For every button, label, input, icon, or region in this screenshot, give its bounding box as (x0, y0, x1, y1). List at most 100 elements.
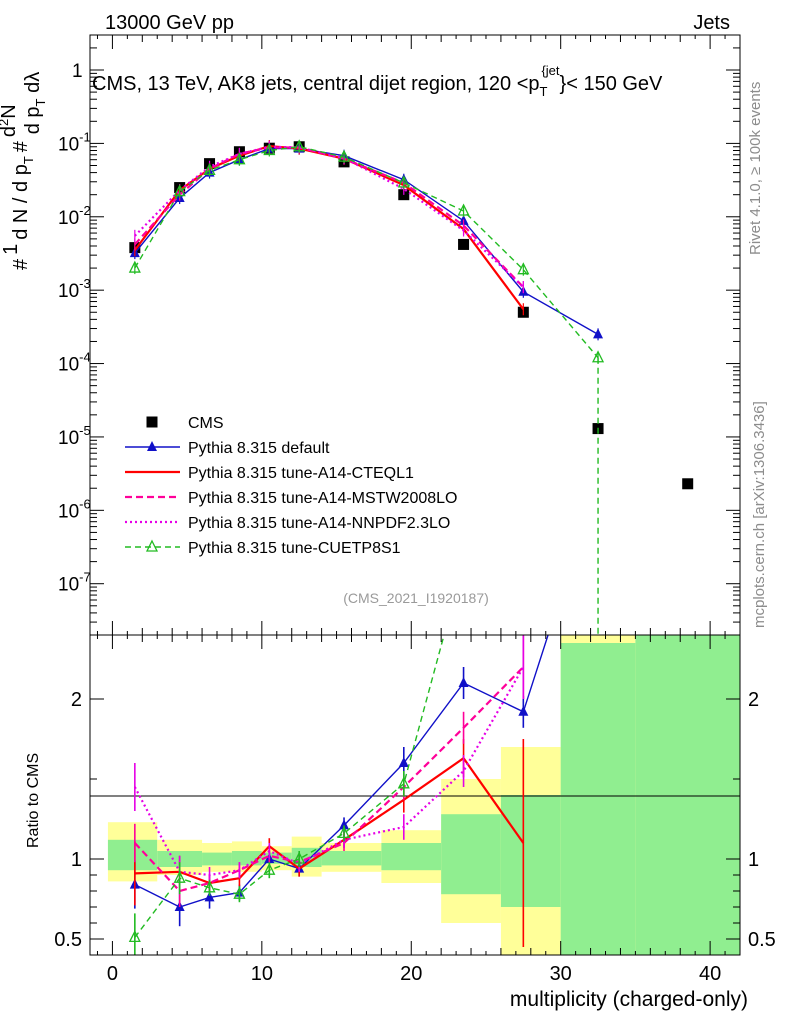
ylabel-hash-2: # (10, 140, 32, 152)
main-y-tick-base: 10 (58, 281, 79, 302)
main-y-tick-label: 10-3 (58, 276, 91, 302)
x-tick-label: 0 (107, 963, 118, 985)
cuetp8s1-point (293, 139, 306, 152)
series-cms (129, 141, 694, 490)
cuetp8s1-point (457, 203, 470, 216)
legend-label-cuetp8s1: Pythia 8.315 tune-CUETP8S1 (188, 540, 401, 557)
cms-point (458, 238, 470, 250)
series-cuetp8s1 (128, 139, 605, 364)
default-point (548, 613, 558, 623)
nnpdf-line (134, 145, 525, 288)
ratio-y-tick-label-right: 1 (748, 849, 759, 871)
cuetp8s1-point (173, 870, 186, 883)
cuetp8s1-point (203, 162, 216, 175)
ratio-y-tick-label-right: 0.5 (748, 929, 776, 951)
legend-label-cteql1: Pythia 8.315 tune-A14-CTEQL1 (188, 465, 414, 482)
x-tick-label: 40 (699, 963, 721, 985)
ratio-band-inner (560, 643, 636, 955)
main-y-tick-exp: -6 (79, 496, 91, 511)
ylabel-hash-1: # (10, 258, 32, 270)
ylabel-frac2-den-end: dλ (22, 72, 44, 99)
legend-label-default: Pythia 8.315 default (188, 440, 330, 457)
mstw-line (134, 146, 525, 288)
side-text-bottom: mcplots.cern.ch [arXiv:1306.3436] (751, 401, 768, 628)
default-point (204, 891, 215, 902)
main-y-tick-exp: -7 (79, 570, 91, 585)
cuetp8s1-point (128, 929, 141, 943)
ylabel-frac2-num-end: N (0, 104, 20, 118)
ratio-nnpdf-line (133, 666, 525, 877)
cuetp8s1-line (134, 146, 599, 359)
default-point (398, 757, 409, 767)
ylabel-frac1-den: d N / d p (10, 164, 32, 240)
cuetp8s1-point (337, 825, 351, 839)
cuetp8s1-point (263, 143, 276, 156)
ratio-band-inner (500, 795, 561, 907)
cuetp8s1-point (459, 557, 469, 567)
cuetp8s1-point (397, 175, 410, 188)
header-left: 13000 GeV pp (105, 12, 234, 34)
cuetp8s1-point (263, 862, 276, 875)
x-tick-label: 20 (400, 963, 422, 985)
ratio-y-tick-label-left: 0.5 (54, 929, 82, 951)
ratio-frame (89, 634, 741, 956)
ratio-y-tick-label-right: 2 (748, 689, 759, 711)
legend-label-cms: CMS (188, 415, 224, 432)
cuetp8s1-point (203, 880, 216, 893)
cuetp8s1-point (518, 405, 528, 415)
main-title: CMS, 13 TeV, AK8 jets, central dijet reg… (92, 63, 663, 99)
cuetp8s1-point (233, 152, 246, 165)
main-ylabel: #1d N / d pT#d2Nd pT dλ (0, 72, 48, 270)
main-y-tick-base: 1 (72, 61, 83, 82)
ratio-cuetp8s1-line (134, 635, 445, 938)
ratio-series (128, 405, 558, 955)
main-axis-ticks (90, 34, 740, 635)
main-series (128, 139, 694, 635)
cuetp8s1-point (233, 886, 246, 899)
ratio-cteql1-line (134, 756, 525, 885)
main-y-tick-labels: 110-110-210-310-410-510-610-7 (58, 61, 91, 596)
legend: CMS Pythia 8.315 default Pythia 8.315 tune… (125, 415, 457, 557)
ratio-ylabel: Ratio to CMS (25, 753, 42, 848)
main-y-tick-base: 10 (58, 208, 79, 229)
legend-label-nnpdf: Pythia 8.315 tune-A14-NNPDF2.3LO (188, 515, 450, 532)
ratio-band-inner (107, 839, 158, 871)
main-title-sup: {jet (541, 63, 559, 78)
main-panel: 110-110-210-310-410-510-610-7 CMS, 13 Te… (0, 34, 741, 636)
main-y-tick-exp: -3 (79, 276, 91, 291)
cuetp8s1-point (145, 539, 159, 552)
side-text-top: Rivet 4.1.0, ≥ 100k events (747, 82, 764, 255)
cuetp8s1-point (128, 260, 141, 273)
default-point (339, 819, 350, 830)
main-y-tick-label: 1 (72, 61, 83, 82)
main-y-tick-base: 10 (58, 134, 79, 155)
main-y-tick-base: 10 (58, 428, 79, 449)
cms-point (682, 478, 694, 490)
ratio-series-cuetp8s1 (128, 405, 528, 955)
main-y-tick-base: 10 (58, 575, 79, 596)
ylabel-frac1-den-sub: T (21, 156, 36, 164)
ratio-band-inner (441, 814, 501, 895)
ratio-band-inner (381, 843, 442, 871)
ratio-series-group (128, 405, 558, 955)
header-right: Jets (693, 12, 730, 34)
main-y-tick-label: 10-4 (58, 350, 91, 376)
cuetp8s1-point (397, 776, 410, 789)
ratio-band-inner (321, 851, 382, 866)
main-title-end: }< 150 GeV (560, 73, 664, 95)
main-y-tick-label: 10-5 (58, 423, 91, 449)
x-tick-label: 30 (550, 963, 572, 985)
default-point (593, 328, 604, 339)
ylabel-frac2-den: d p (22, 106, 44, 134)
x-tick-label: 10 (251, 963, 273, 985)
ylabel-frac2-den-sub: T (33, 98, 48, 106)
ratio-y-tick-label-left: 1 (71, 849, 82, 871)
main-title-sub: T (540, 84, 548, 99)
ratio-axis-ticks (90, 635, 740, 955)
main-y-tick-exp: -1 (79, 129, 91, 144)
main-y-tick-base: 10 (58, 355, 79, 376)
ratio-band-inner (202, 852, 232, 866)
cms-point (146, 416, 158, 428)
ylabel-frac2-num-sup: 2 (0, 119, 11, 126)
cuetp8s1-point (293, 851, 306, 864)
